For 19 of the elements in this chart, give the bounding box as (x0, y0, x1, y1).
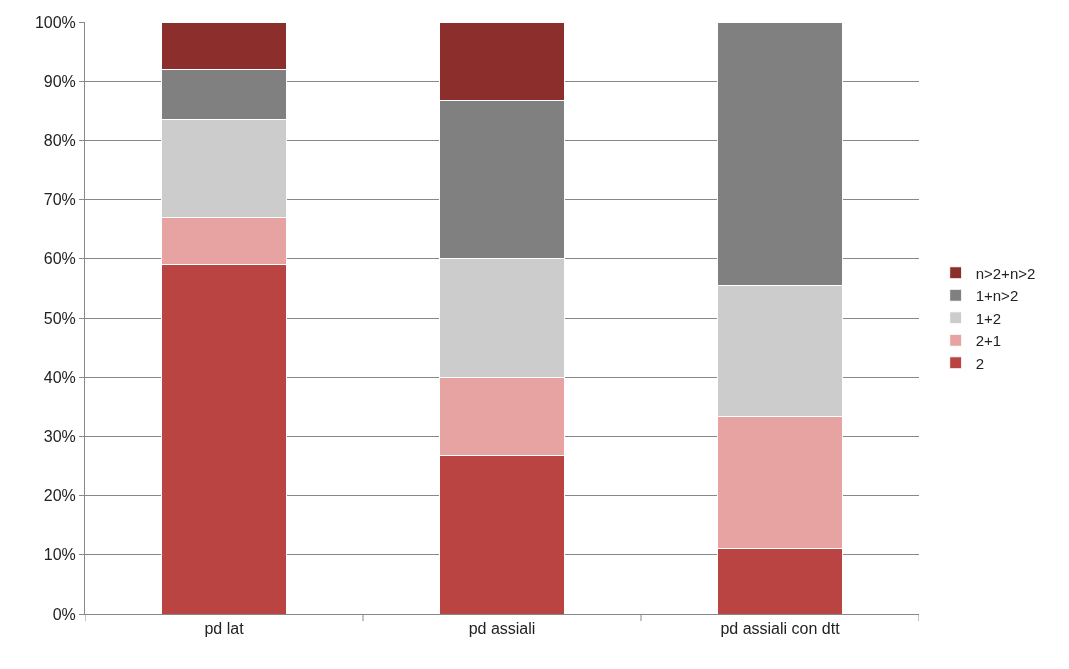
x-tick-label: pd lat (204, 620, 245, 638)
x-tick-label: pd assiali con dtt (720, 620, 841, 638)
y-tick-label: 70% (43, 191, 76, 209)
y-tick-label: 40% (43, 368, 76, 386)
y-tick-label: 60% (43, 250, 76, 268)
legend-label: 2+1 (975, 332, 1002, 350)
y-tick-label: 100% (34, 13, 76, 31)
y-tick-label: 80% (43, 132, 76, 149)
legend-label: 1+2 (975, 309, 1002, 327)
y-tick-label: 30% (43, 428, 76, 445)
legend-label: n>2+n>2 (975, 264, 1036, 282)
legend-label: 1+n>2 (975, 287, 1019, 305)
y-tick-label: 0% (52, 605, 76, 623)
y-tick-label: 90% (43, 72, 76, 90)
y-tick-label: 50% (43, 309, 76, 327)
y-tick-label: 20% (43, 487, 76, 505)
legend-label: 2 (975, 354, 985, 372)
y-tick-label: 10% (43, 546, 76, 564)
x-tick-label: pd assiali (468, 620, 536, 638)
